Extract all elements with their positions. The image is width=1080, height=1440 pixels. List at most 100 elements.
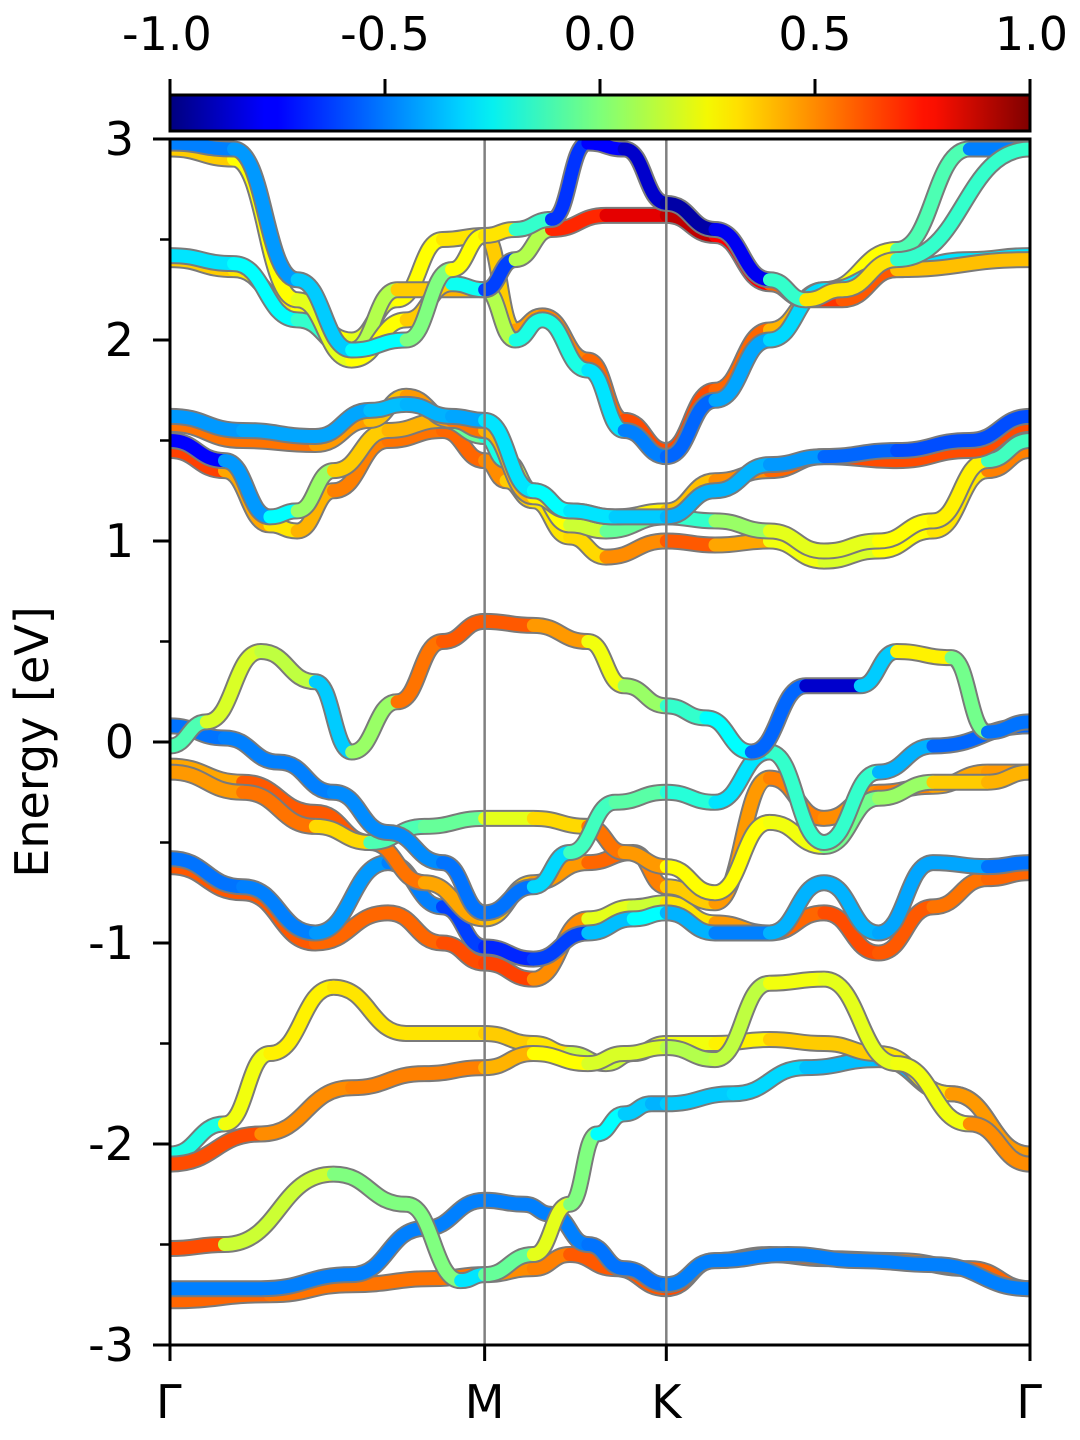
band-segment bbox=[708, 222, 776, 287]
band-segment bbox=[170, 249, 241, 271]
x-tick-label: Γ bbox=[1016, 1375, 1042, 1429]
band-segment bbox=[890, 142, 976, 257]
band-segment bbox=[890, 1057, 976, 1131]
band-segment bbox=[762, 1032, 831, 1050]
band-segment bbox=[890, 645, 958, 665]
band-segment bbox=[236, 880, 322, 940]
band-segment bbox=[817, 876, 885, 940]
band-segment bbox=[478, 1047, 540, 1075]
band-segment bbox=[170, 409, 250, 437]
band-segment bbox=[381, 825, 449, 870]
y-tick-label: 1 bbox=[105, 514, 134, 568]
band-segment bbox=[980, 434, 1030, 468]
band-segment bbox=[817, 972, 904, 1071]
band-segment bbox=[817, 765, 885, 849]
band-segment bbox=[170, 765, 250, 799]
band-segment bbox=[227, 257, 304, 327]
band-segment bbox=[290, 273, 359, 357]
band-segment bbox=[926, 454, 994, 528]
band-segment bbox=[345, 1272, 440, 1292]
band-segment bbox=[781, 1248, 867, 1268]
band-segment bbox=[744, 679, 813, 759]
band-segment bbox=[399, 263, 459, 347]
band-segment bbox=[890, 434, 976, 458]
band-segment bbox=[890, 253, 1030, 277]
band-segment bbox=[170, 139, 241, 156]
band-segment bbox=[326, 434, 395, 498]
band-segment bbox=[217, 454, 277, 524]
band-segment bbox=[708, 514, 776, 538]
band-segment bbox=[526, 1047, 595, 1071]
band-segment bbox=[170, 852, 250, 894]
colorbar: -1.0 -0.5 0.0 0.5 1.0 bbox=[122, 7, 1068, 133]
band-segment bbox=[871, 900, 940, 960]
band-segment bbox=[563, 504, 622, 524]
y-tick-label: -1 bbox=[88, 916, 134, 970]
colorbar-tick-label: 0.0 bbox=[563, 7, 636, 61]
band-segment bbox=[254, 1268, 359, 1296]
band-segment bbox=[399, 397, 459, 423]
band-segment bbox=[708, 815, 776, 900]
band-segment bbox=[762, 745, 831, 849]
band-segment bbox=[708, 458, 776, 498]
band-segment bbox=[817, 544, 885, 568]
colorbar-tick-label: -1.0 bbox=[122, 7, 212, 61]
colorbar-tick-label: -0.5 bbox=[340, 7, 430, 61]
band-segment bbox=[871, 739, 940, 779]
y-axis-tick-labels: 3 2 1 0 -1 -2 -3 bbox=[88, 112, 134, 1372]
band-segment bbox=[417, 811, 492, 833]
y-tick-label: -3 bbox=[88, 1318, 134, 1372]
band-segment bbox=[390, 635, 449, 709]
band-2 bbox=[170, 1191, 1030, 1298]
band-segment bbox=[236, 785, 322, 833]
band-segment bbox=[236, 423, 322, 443]
band-segment bbox=[926, 856, 994, 874]
band-segment bbox=[399, 1197, 468, 1288]
band-segment bbox=[659, 1254, 722, 1292]
band-segment bbox=[263, 980, 340, 1061]
band-segment bbox=[817, 906, 885, 960]
band-segment bbox=[308, 856, 395, 940]
band-segment bbox=[199, 645, 268, 729]
band-segment bbox=[871, 775, 940, 805]
band-11 bbox=[170, 612, 1030, 761]
band-segment bbox=[435, 614, 492, 648]
band-segment bbox=[659, 393, 722, 464]
y-tick-label: 3 bbox=[105, 112, 134, 166]
band-lines bbox=[170, 139, 1030, 1310]
band-segment bbox=[381, 906, 449, 950]
band-segment bbox=[762, 972, 831, 990]
band-segment bbox=[326, 1167, 413, 1211]
band-segment bbox=[381, 423, 449, 447]
band-segment bbox=[308, 906, 395, 950]
band-segment bbox=[617, 846, 673, 874]
band-segment bbox=[217, 1047, 277, 1131]
band-segment bbox=[708, 976, 776, 1067]
band-segment bbox=[236, 775, 322, 819]
band-15 bbox=[170, 395, 1030, 526]
band-segment bbox=[526, 926, 595, 966]
band-segment bbox=[526, 811, 595, 833]
high-symmetry-lines bbox=[483, 139, 668, 1345]
band-segment bbox=[345, 1221, 431, 1282]
band-segment bbox=[170, 1117, 231, 1161]
x-tick-label: Γ bbox=[156, 1375, 182, 1429]
band-segment bbox=[170, 434, 231, 468]
band-segment bbox=[345, 333, 413, 357]
band-segment bbox=[308, 403, 377, 443]
band-5 bbox=[170, 970, 1030, 1173]
band-segment bbox=[762, 876, 831, 940]
band-segment bbox=[871, 514, 940, 548]
band-segment bbox=[890, 142, 1030, 267]
band-segment bbox=[762, 524, 831, 558]
band-segment bbox=[599, 534, 673, 564]
y-tick-label: 2 bbox=[105, 313, 134, 367]
band-segment bbox=[853, 645, 904, 693]
band-segment bbox=[817, 444, 904, 464]
band-segment bbox=[478, 880, 540, 920]
band-segment bbox=[254, 645, 322, 689]
x-axis-ticks bbox=[168, 1345, 1032, 1361]
band-segment bbox=[617, 679, 673, 713]
